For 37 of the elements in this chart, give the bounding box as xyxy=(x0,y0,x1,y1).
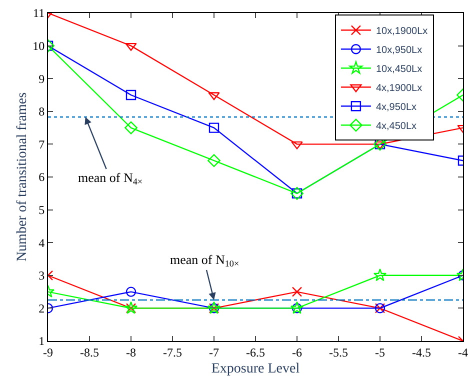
x-tick-label: -6 xyxy=(292,345,302,360)
x-tick-label: -5.5 xyxy=(329,345,348,360)
x-tick-label: -7 xyxy=(209,345,219,360)
x-tick-label: -4 xyxy=(458,345,468,360)
legend-label: 10x,1900Lx xyxy=(376,26,428,38)
point xyxy=(292,286,302,297)
x-tick-label: -9 xyxy=(43,345,53,360)
y-tick-label: 5 xyxy=(38,203,45,217)
y-tick-label: 7 xyxy=(38,137,45,152)
y-axis-title: Number of transitional frames xyxy=(15,92,30,262)
point xyxy=(208,154,220,168)
legend-label: 4x,950Lx xyxy=(376,102,417,114)
y-tick-label: 8 xyxy=(38,104,45,119)
legend-label: 4x,1900Lx xyxy=(376,83,422,94)
legend-label: 10x,950Lx xyxy=(376,45,422,56)
point xyxy=(208,92,220,100)
y-tick-label: 10 xyxy=(32,39,45,53)
y-tick-label: 3 xyxy=(38,268,45,283)
y-tick-label: 11 xyxy=(33,6,45,20)
x-tick-label: -7.5 xyxy=(163,345,182,360)
legend-label: 4x,450Lx xyxy=(376,121,417,132)
x-tick-label: -5 xyxy=(375,345,385,360)
x-tick-label: -4.5 xyxy=(412,345,431,360)
x-tick-label: -6.5 xyxy=(246,345,265,360)
ref-line-label: mean of N$_{10×}$ xyxy=(170,252,240,269)
x-tick-label: -8.5 xyxy=(80,345,99,360)
y-tick-label: 9 xyxy=(38,72,45,86)
x-tick-label: -8 xyxy=(126,345,136,360)
y-tick-label: 4 xyxy=(38,236,45,250)
point xyxy=(291,141,303,150)
y-tick-label: 1 xyxy=(38,334,45,348)
legend-label: 10x,450Lx xyxy=(376,64,422,76)
y-tick-label: 2 xyxy=(38,301,45,316)
ref-line-label: mean of N$_{4×}$ xyxy=(78,170,143,187)
x-axis-title: Exposure Level xyxy=(211,362,300,377)
point xyxy=(208,122,220,133)
y-tick-label: 6 xyxy=(38,170,45,184)
